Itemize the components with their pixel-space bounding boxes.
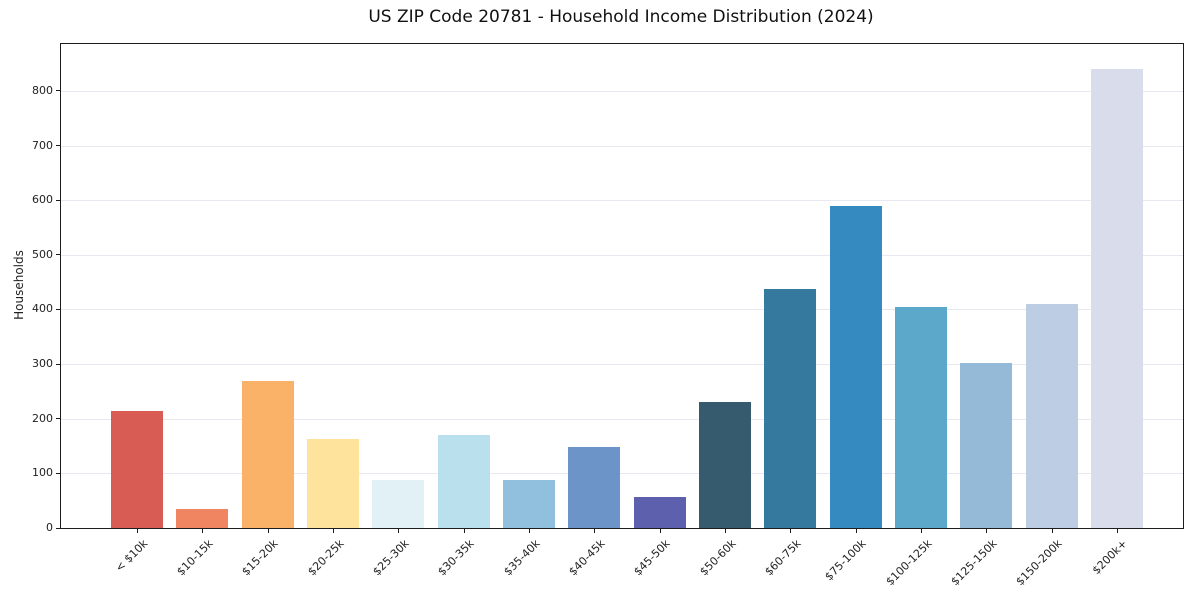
- x-tick-mark: [1116, 529, 1118, 533]
- y-tick-label: 700: [32, 138, 53, 152]
- x-tick-label: $100-125k: [883, 537, 935, 589]
- x-tick-mark: [267, 529, 269, 533]
- bar-100-125k: [894, 306, 947, 528]
- bar-125-150k: [960, 363, 1013, 528]
- y-tick-mark: [56, 363, 60, 365]
- gridline-y-600: [61, 200, 1183, 202]
- bar-20-25k: [306, 438, 359, 528]
- plot-area: 0 100 200 300 400 500 600 700 800 < $10k $10-15k $1…: [32, 43, 1184, 588]
- x-tick-label: $75-100k: [822, 537, 869, 584]
- bar-35-40k: [502, 480, 555, 528]
- x-tick-label: $150-200k: [1013, 537, 1065, 589]
- gridline-y-700: [61, 145, 1183, 147]
- bar-10k: [111, 410, 163, 528]
- y-tick-mark: [56, 199, 60, 201]
- x-tick-label: $30-35k: [435, 537, 477, 579]
- bar-150-200k: [1025, 304, 1078, 528]
- gridline-y-100: [61, 473, 1183, 475]
- x-tick-mark: [463, 529, 465, 533]
- bar-45-50k: [633, 496, 686, 528]
- y-tick-label: 300: [32, 357, 53, 371]
- y-tick-mark: [56, 145, 60, 147]
- y-tick-mark: [56, 308, 60, 310]
- y-tick-label: 600: [32, 193, 53, 207]
- y-tick-mark: [56, 472, 60, 474]
- y-tick-mark: [56, 90, 60, 92]
- x-tick-mark: [659, 529, 661, 533]
- x-tick-label: < $10k: [112, 537, 151, 575]
- bar-30-35k: [437, 435, 490, 528]
- x-tick-label: $200k+: [1090, 537, 1131, 578]
- x-tick-mark: [920, 529, 922, 533]
- chart-title: US ZIP Code 20781 - Household Income Dis…: [368, 7, 874, 27]
- x-tick-mark: [594, 529, 596, 533]
- x-tick-mark: [332, 529, 334, 533]
- x-tick-mark: [137, 529, 138, 533]
- bar-25-30k: [372, 480, 425, 528]
- bar-60-75k: [764, 288, 817, 528]
- y-tick-label: 500: [32, 247, 53, 261]
- x-tick-label: $10-15k: [174, 537, 216, 579]
- bar-10-15k: [176, 508, 229, 528]
- x-tick-mark: [986, 529, 988, 533]
- x-tick-label: $40-45k: [566, 537, 608, 579]
- x-tick-label: $20-25k: [304, 537, 347, 579]
- gridline-y-500: [61, 254, 1183, 256]
- bar-15-20k: [241, 380, 294, 528]
- x-tick-label: $25-30k: [370, 537, 412, 579]
- x-tick-mark: [528, 529, 530, 533]
- x-tick-label: $15-20k: [239, 537, 281, 579]
- y-tick-mark: [56, 418, 60, 420]
- bar-200k: [1090, 69, 1143, 528]
- x-tick-label: $35-40k: [500, 537, 543, 579]
- y-tick-mark: [56, 254, 60, 256]
- gridline-y-200: [61, 418, 1183, 420]
- x-tick-mark: [398, 529, 400, 533]
- x-tick-mark: [1051, 529, 1053, 533]
- x-tick-label: $125-150k: [948, 537, 1000, 589]
- y-tick-label: 400: [32, 302, 53, 316]
- x-tick-label: $60-75k: [762, 537, 804, 579]
- y-tick-label: 0: [46, 521, 53, 534]
- gridline-y-400: [61, 309, 1183, 311]
- bar-50-60k: [698, 402, 751, 528]
- x-tick-mark: [724, 529, 726, 533]
- y-tick-mark: [56, 527, 60, 529]
- y-tick-label: 100: [32, 466, 53, 480]
- x-tick-mark: [855, 529, 857, 533]
- x-tick-mark: [202, 529, 204, 533]
- gridline-y-800: [61, 90, 1183, 92]
- x-tick-label: $50-60k: [696, 537, 739, 579]
- bar-40-45k: [568, 447, 621, 528]
- y-tick-label: 200: [32, 411, 53, 425]
- gridline-y-300: [61, 364, 1183, 366]
- x-tick-label: $45-50k: [631, 537, 673, 579]
- y-tick-label: 800: [32, 83, 53, 97]
- bar-75-100k: [829, 205, 882, 528]
- x-tick-mark: [790, 529, 792, 533]
